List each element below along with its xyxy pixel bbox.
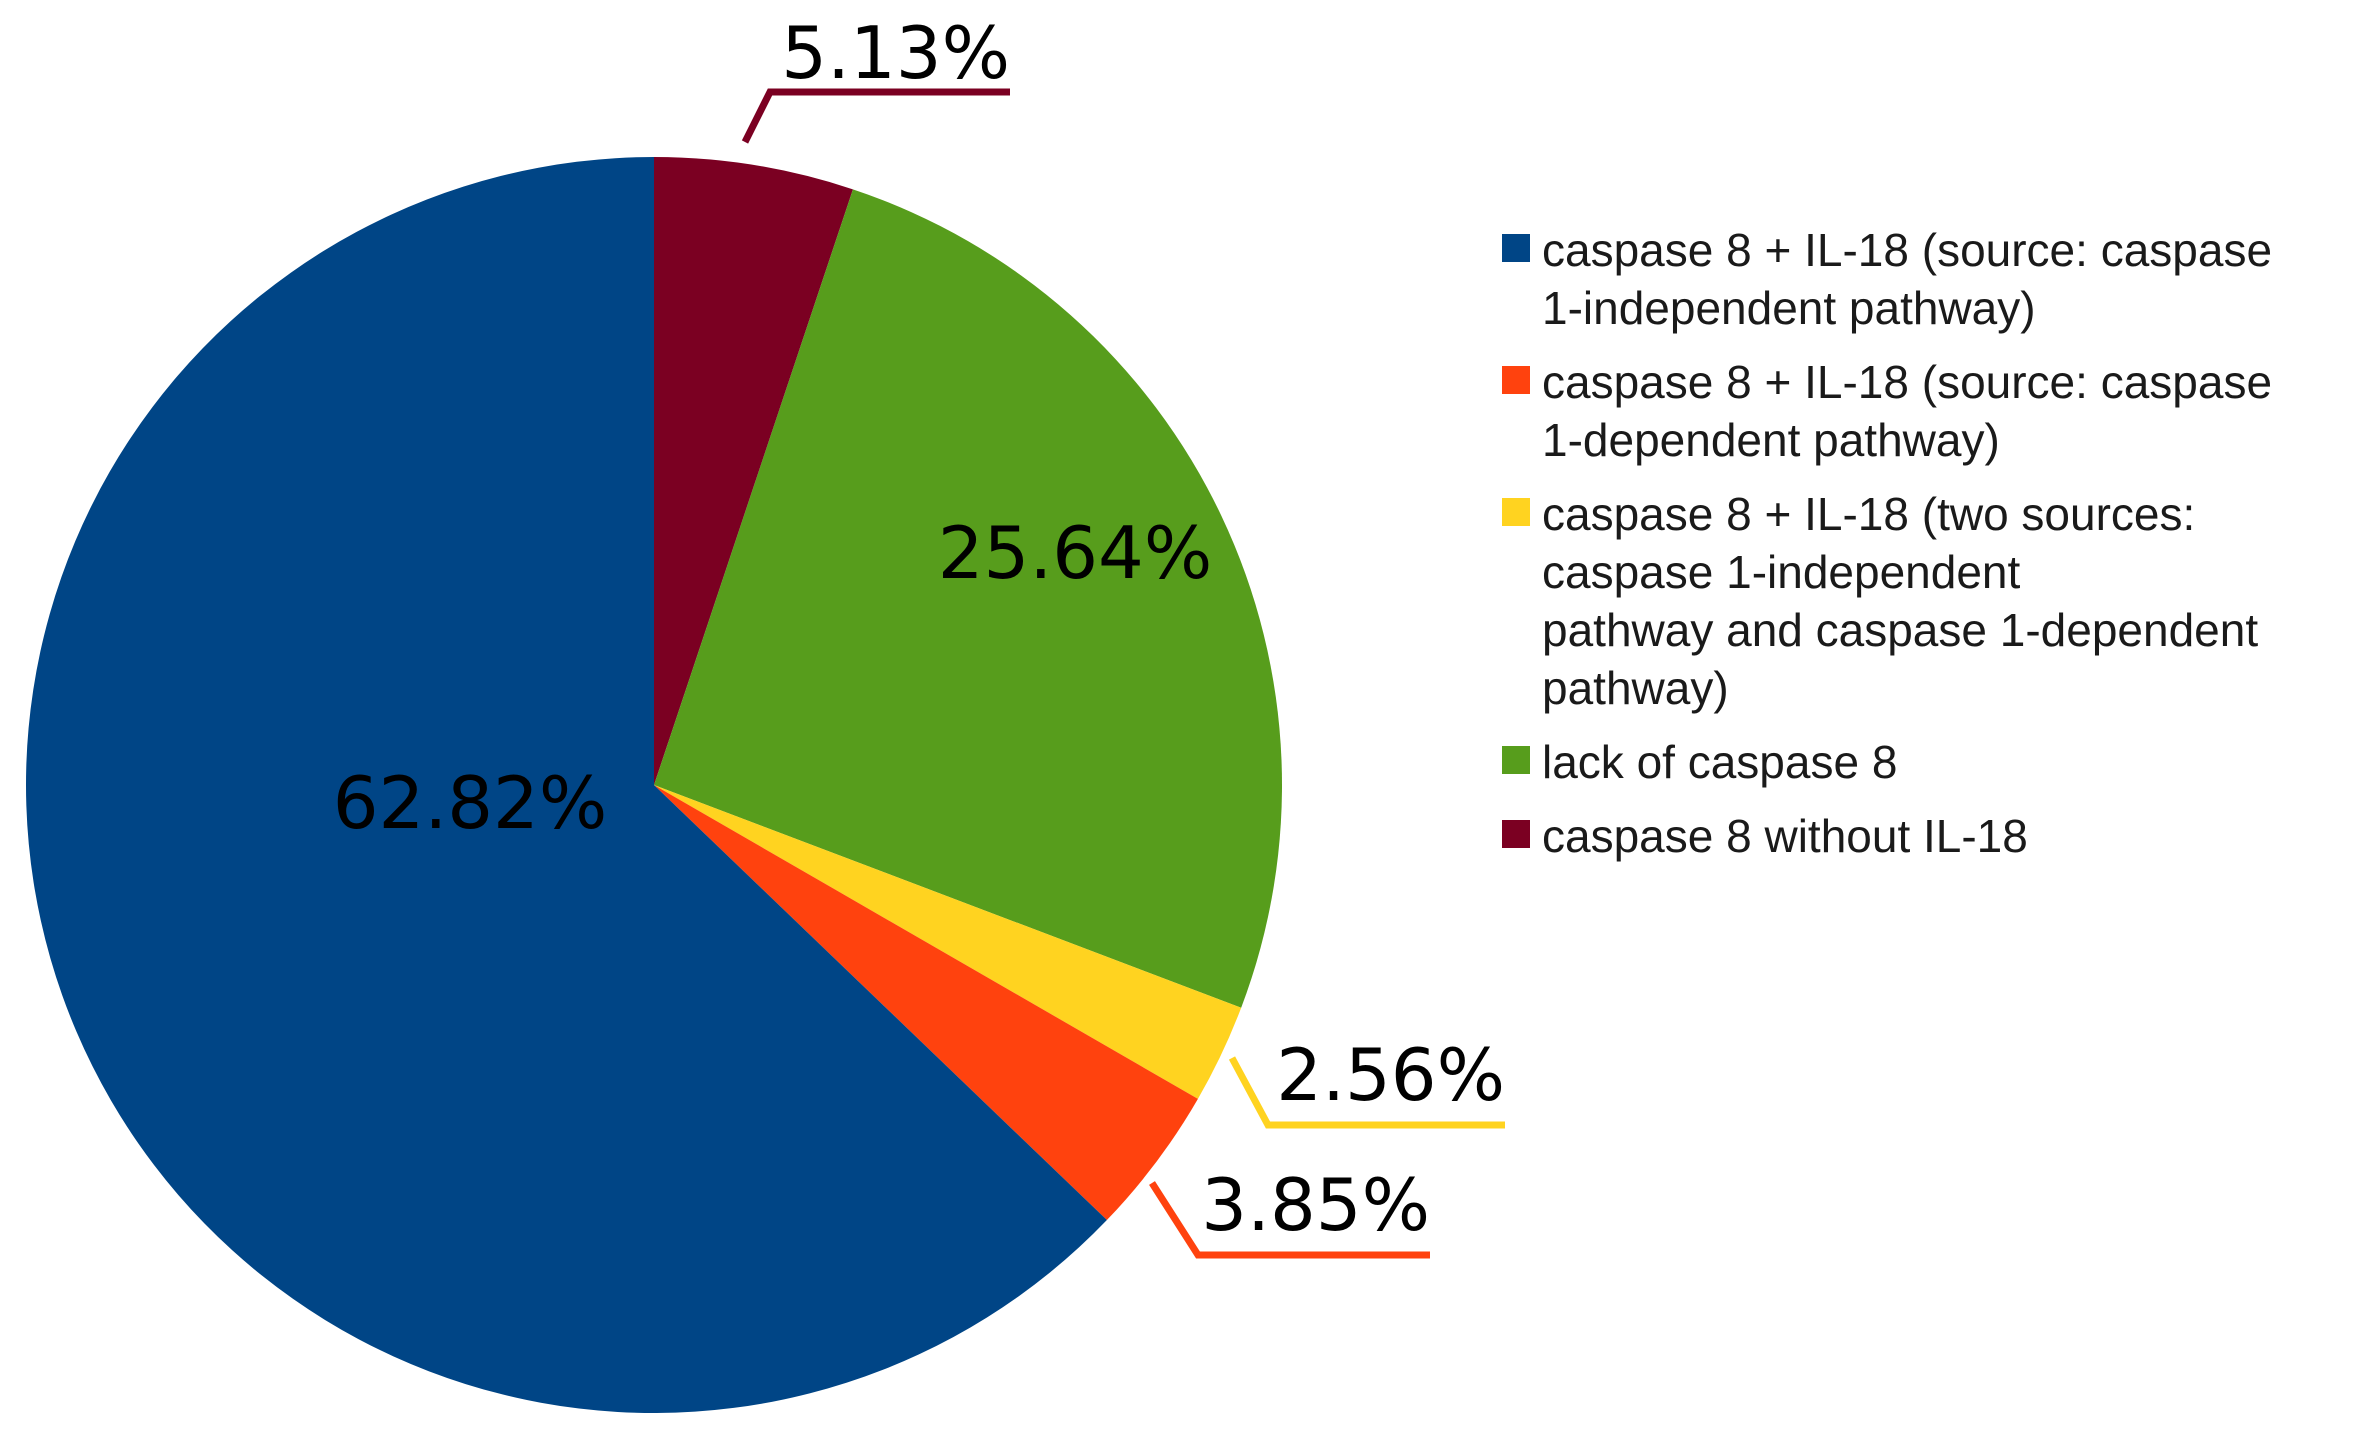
legend-item-caspase-8-without-il-18: caspase 8 without IL-18 xyxy=(1502,810,2028,862)
data-label-caspase-8-il-18-source-caspase-1-independent-pathway: 62.82% xyxy=(333,761,608,845)
data-label-lack-of-caspase-8: 25.64% xyxy=(938,511,1213,595)
data-label-caspase-8-il-18-two-sources-caspase-1-independent-pathway-and-caspase-1-dependent-pathway: 2.56% xyxy=(1276,1033,1505,1117)
pie-slice-caspase-8-il-18-source-caspase-1-independent-pathway xyxy=(26,157,1107,1414)
leader-line-caspase-8-il-18-source-caspase-1-dependent-pathway xyxy=(1149,1181,1430,1259)
legend-label-caspase-8-il-18-source-caspase-1-independent-pathway: caspase 8 + IL-18 (source: caspase 1-inde… xyxy=(1542,224,2272,334)
legend-label-caspase-8-il-18-two-sources-caspase-1-independent-pathway-and-caspase-1-dependent-pathway: caspase 8 + IL-18 (two sources: caspase 1… xyxy=(1542,488,2258,714)
legend-swatch-caspase-8-il-18-source-caspase-1-independent-pathway xyxy=(1502,234,1530,262)
legend-swatch-lack-of-caspase-8 xyxy=(1502,746,1530,774)
legend-label-caspase-8-il-18-source-caspase-1-dependent-pathway: caspase 8 + IL-18 (source: caspase 1-depe… xyxy=(1542,356,2272,466)
pie-slice-caspase-8-without-il-18 xyxy=(654,157,853,785)
leader-line-caspase-8-il-18-two-sources-caspase-1-independent-pathway-and-caspase-1-dependent-pathway xyxy=(1228,1056,1505,1129)
leader-line-caspase-8-without-il-18 xyxy=(741,88,1010,144)
legend-label-lack-of-caspase-8: lack of caspase 8 xyxy=(1542,736,1897,788)
legend-item-caspase-8-il-18-source-caspase-1-independent-pathway: caspase 8 + IL-18 (source: caspase 1-inde… xyxy=(1502,224,2272,334)
legend-item-caspase-8-il-18-two-sources-caspase-1-independent-pathway-and-caspase-1-dependent-pathway: caspase 8 + IL-18 (two sources: caspase 1… xyxy=(1502,488,2258,714)
legend-swatch-caspase-8-without-il-18 xyxy=(1502,820,1530,848)
leader-lines xyxy=(741,88,1505,1259)
pie-slice-caspase-8-il-18-source-caspase-1-dependent-pathway xyxy=(654,785,1198,1221)
legend-item-lack-of-caspase-8: lack of caspase 8 xyxy=(1502,736,1897,788)
pie-slices xyxy=(26,157,1282,1414)
pie-slice-caspase-8-il-18-two-sources-caspase-1-independent-pathway-and-caspase-1-dependent-pathway xyxy=(654,785,1242,1099)
data-labels: 5.13% 25.64% 2.56% 3.85% 62.82% xyxy=(333,11,1505,1247)
legend: caspase 8 + IL-18 (source: caspase 1-inde… xyxy=(1502,224,2272,862)
legend-label-caspase-8-without-il-18: caspase 8 without IL-18 xyxy=(1542,810,2028,862)
pie-slice-lack-of-caspase-8 xyxy=(654,189,1282,1008)
data-label-caspase-8-without-il-18: 5.13% xyxy=(781,11,1010,95)
legend-item-caspase-8-il-18-source-caspase-1-dependent-pathway: caspase 8 + IL-18 (source: caspase 1-depe… xyxy=(1502,356,2272,466)
data-label-caspase-8-il-18-source-caspase-1-dependent-pathway: 3.85% xyxy=(1201,1163,1430,1247)
legend-swatch-caspase-8-il-18-two-sources-caspase-1-independent-pathway-and-caspase-1-dependent-pathway xyxy=(1502,498,1530,526)
legend-swatch-caspase-8-il-18-source-caspase-1-dependent-pathway xyxy=(1502,366,1530,394)
